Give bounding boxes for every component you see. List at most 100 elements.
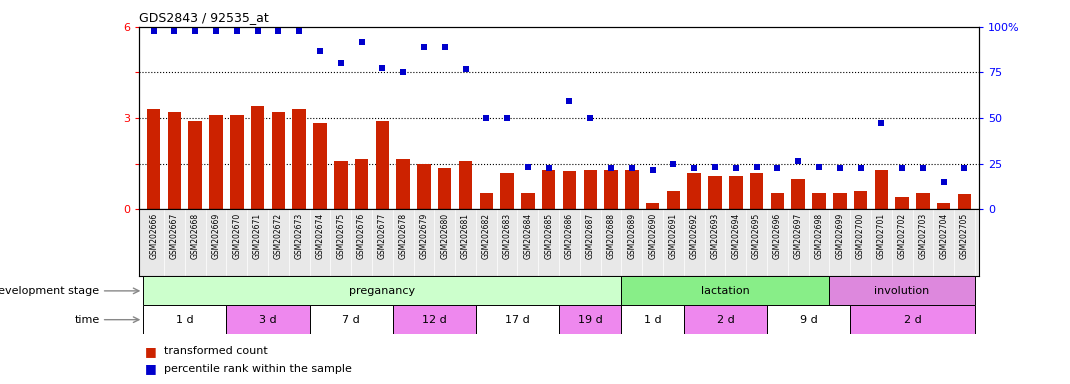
Point [790, 157, 807, 164]
Point [166, 28, 183, 35]
Text: GSM202674: GSM202674 [316, 213, 324, 259]
Text: GSM202693: GSM202693 [710, 213, 719, 259]
Point [228, 28, 245, 35]
Bar [896, 197, 908, 209]
Point [186, 28, 203, 35]
Text: GSM202692: GSM202692 [690, 213, 699, 259]
Bar [272, 112, 286, 209]
Bar [812, 192, 826, 209]
Point [373, 65, 391, 71]
Bar [874, 170, 888, 209]
Bar [396, 159, 410, 209]
Text: GSM202691: GSM202691 [669, 213, 678, 259]
Bar [667, 191, 681, 209]
Text: GSM202676: GSM202676 [357, 213, 366, 259]
Bar [792, 179, 805, 209]
Bar [334, 161, 348, 209]
Bar [937, 203, 950, 209]
Bar [376, 121, 389, 209]
Bar [851, 305, 975, 334]
Text: GSM202668: GSM202668 [190, 213, 200, 259]
Bar [622, 305, 684, 334]
Text: GSM202672: GSM202672 [274, 213, 282, 259]
Bar [355, 159, 368, 209]
Text: GSM202682: GSM202682 [482, 213, 491, 259]
Text: GSM202687: GSM202687 [585, 213, 595, 259]
Bar [708, 176, 722, 209]
Point [810, 164, 827, 170]
Text: GSM202685: GSM202685 [545, 213, 553, 259]
Bar [770, 192, 784, 209]
Bar [417, 164, 431, 209]
Point [457, 66, 474, 73]
Bar [958, 194, 972, 209]
Bar [750, 173, 763, 209]
Point [748, 164, 765, 170]
Text: 9 d: 9 d [799, 314, 817, 325]
Bar [314, 122, 326, 209]
Text: 1 d: 1 d [177, 314, 194, 325]
Bar [646, 203, 659, 209]
Text: ■: ■ [144, 345, 156, 358]
Text: GSM202667: GSM202667 [170, 213, 179, 259]
Bar [143, 276, 622, 305]
Point [270, 28, 287, 35]
Point [332, 60, 349, 66]
Point [477, 115, 494, 121]
Text: GSM202689: GSM202689 [627, 213, 637, 259]
Text: 2 d: 2 d [717, 314, 734, 325]
Bar [230, 115, 244, 209]
Point [291, 28, 308, 35]
Bar [559, 305, 622, 334]
Text: 12 d: 12 d [422, 314, 446, 325]
Point [728, 165, 745, 171]
Text: GSM202666: GSM202666 [149, 213, 158, 259]
Text: GSM202690: GSM202690 [648, 213, 657, 259]
Bar [563, 171, 577, 209]
Point [415, 43, 432, 50]
Text: GSM202704: GSM202704 [939, 213, 948, 259]
Text: GSM202677: GSM202677 [378, 213, 387, 259]
Point [561, 98, 578, 104]
Bar [916, 192, 930, 209]
Text: 17 d: 17 d [505, 314, 530, 325]
Text: preganancy: preganancy [349, 286, 415, 296]
Point [935, 179, 952, 185]
Text: GSM202684: GSM202684 [523, 213, 533, 259]
Text: GSM202688: GSM202688 [607, 213, 615, 259]
Bar [684, 305, 767, 334]
Point [499, 115, 516, 121]
Text: GSM202675: GSM202675 [336, 213, 346, 259]
Text: ■: ■ [144, 362, 156, 375]
Point [686, 165, 703, 171]
Bar [147, 109, 160, 209]
Text: transformed count: transformed count [164, 346, 268, 356]
Text: 2 d: 2 d [904, 314, 921, 325]
Point [624, 165, 641, 171]
Point [873, 119, 890, 126]
Point [146, 28, 163, 35]
Point [395, 70, 412, 76]
Bar [168, 112, 181, 209]
Text: GSM202671: GSM202671 [254, 213, 262, 259]
Bar [832, 192, 846, 209]
Bar [438, 168, 452, 209]
Text: GSM202703: GSM202703 [918, 213, 928, 259]
Point [893, 165, 911, 171]
Text: GSM202705: GSM202705 [960, 213, 969, 259]
Point [706, 164, 723, 170]
Bar [829, 276, 975, 305]
Text: GSM202679: GSM202679 [419, 213, 428, 259]
Text: GSM202699: GSM202699 [836, 213, 844, 259]
Bar [188, 121, 202, 209]
Text: 19 d: 19 d [578, 314, 602, 325]
Text: GSM202686: GSM202686 [565, 213, 574, 259]
Bar [605, 170, 617, 209]
Text: GSM202700: GSM202700 [856, 213, 865, 259]
Bar [854, 191, 868, 209]
Point [311, 48, 328, 54]
Point [956, 165, 973, 171]
Text: GSM202673: GSM202673 [294, 213, 304, 259]
Text: GSM202680: GSM202680 [440, 213, 449, 259]
Text: GSM202695: GSM202695 [752, 213, 761, 259]
